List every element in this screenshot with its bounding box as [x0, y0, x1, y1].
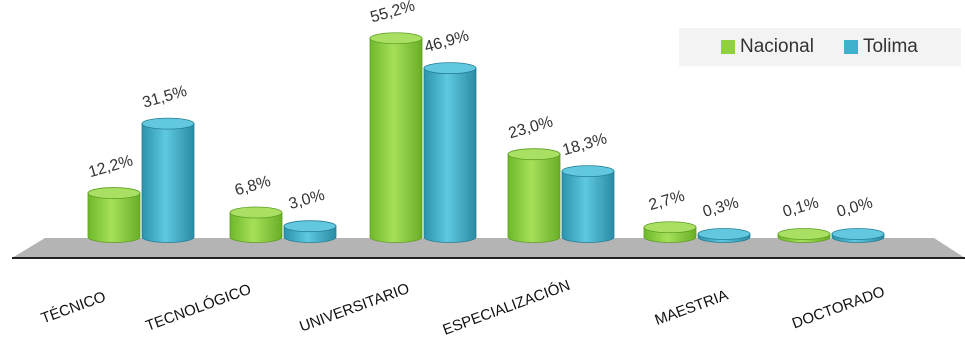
legend-item-tolima: Tolima: [843, 36, 918, 58]
bar-nacional-0: [87, 187, 141, 243]
bar-tolima-5: [831, 228, 885, 243]
category-label-4: MAESTRIA: [653, 287, 731, 329]
bar-tolima-0: [141, 117, 195, 243]
bar-nacional-3: [507, 148, 561, 243]
data-label-nacional-3: 23,0%: [507, 113, 555, 142]
bar-nacional-2: [369, 32, 423, 243]
data-label-tolima-4: 0,3%: [701, 194, 741, 220]
data-label-nacional-1: 6,8%: [233, 173, 273, 199]
bar-tolima-1: [283, 220, 337, 243]
bar-tolima-3: [561, 165, 615, 243]
category-label-0: TÉCNICO: [39, 288, 108, 327]
data-label-nacional-0: 12,2%: [87, 152, 135, 181]
data-label-nacional-5: 0,1%: [781, 194, 821, 220]
data-label-tolima-3: 18,3%: [561, 130, 609, 159]
data-label-nacional-2: 55,2%: [369, 0, 417, 26]
legend-label-tolima: Tolima: [862, 36, 918, 57]
bar-tolima-2: [423, 62, 477, 243]
bar-nacional-4: [643, 221, 697, 243]
legend: Nacional Tolima: [679, 28, 961, 66]
category-label-5: DOCTORADO: [790, 283, 887, 332]
category-label-2: UNIVERSITARIO: [297, 280, 411, 336]
data-label-tolima-0: 31,5%: [141, 83, 189, 112]
category-label-3: ESPECIALIZACIÓN: [440, 277, 572, 339]
data-label-tolima-2: 46,9%: [423, 27, 471, 56]
bar-nacional-5: [777, 228, 831, 243]
bar-tolima-4: [697, 228, 751, 243]
legend-label-nacional: Nacional: [740, 36, 814, 57]
legend-item-nacional: Nacional: [721, 36, 814, 58]
data-label-tolima-1: 3,0%: [287, 187, 327, 213]
category-label-1: TECNOLÓGICO: [143, 281, 253, 335]
legend-swatch-tolima: [843, 40, 858, 54]
data-label-tolima-5: 0,0%: [835, 194, 875, 220]
legend-swatch-nacional: [721, 40, 735, 54]
bar-nacional-1: [229, 206, 283, 243]
chart-floor: [12, 238, 965, 258]
data-label-nacional-4: 2,7%: [647, 188, 687, 214]
